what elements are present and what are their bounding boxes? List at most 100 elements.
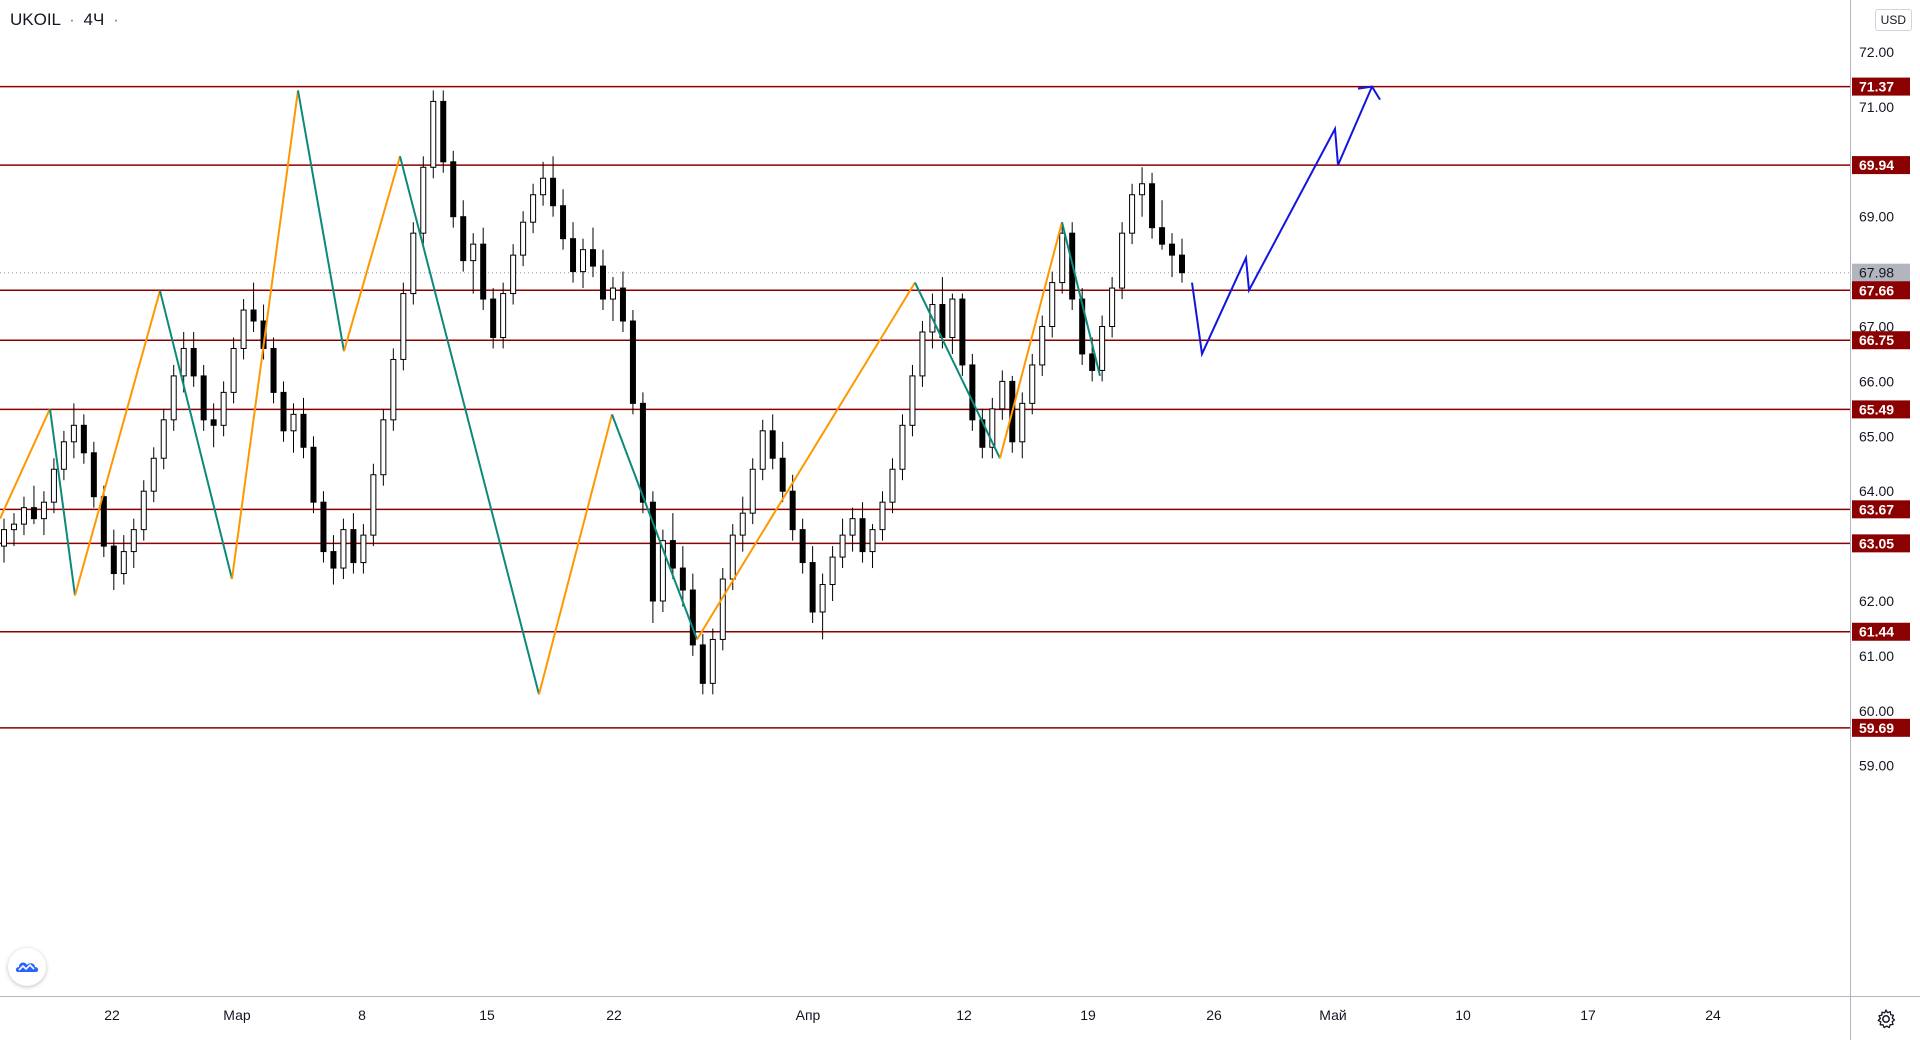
level-tag [1852,718,1910,737]
current-price-label: 67.98 [1859,265,1894,281]
symbol-legend[interactable]: UKOIL · 4Ч · [10,10,123,30]
candle-body [440,100,447,163]
forecast-arrowhead [1357,85,1381,101]
level-tag [1852,156,1910,175]
time-axis[interactable]: 22 Мар 8 15 22 Апр 12 19 26 Май 10 17 24 [0,996,1850,1040]
candle-body [969,364,976,421]
candle-body [1,529,7,547]
candle-body [350,529,357,564]
candle-body [450,161,457,218]
price-tick-label: 65.00 [1859,428,1894,444]
candle-body [779,457,786,492]
price-tick-label: 62.00 [1859,593,1894,609]
candle-body [1149,183,1156,229]
level-label: 61.44 [1859,624,1894,640]
candle-body [759,430,766,470]
candle-body [240,309,247,349]
candle-body [829,556,836,586]
zigzag-down-leg [159,290,233,580]
candle-body [130,529,137,553]
candle-body [839,534,846,558]
price-tick-label: 69.00 [1859,209,1894,225]
time-tick-label: 12 [956,1007,972,1023]
time-tick-label: 19 [1080,1007,1096,1023]
current-price-tag [1852,263,1910,282]
price-chart[interactable] [0,0,1850,996]
zigzag-down-leg [611,413,698,640]
legend-separator: · [113,10,119,29]
price-axis-labels: 59.0060.0061.0062.0063.0064.0065.0066.00… [1852,44,1910,774]
candle-body [1169,243,1176,256]
candle-body [919,331,926,377]
time-tick-label: 8 [358,1007,366,1023]
price-tick-label: 60.00 [1859,703,1894,719]
candle-body [1019,402,1026,443]
candle-body [10,523,17,531]
candle-body [70,424,77,443]
candle-body [60,441,67,470]
tradingview-logo-button[interactable] [8,948,46,986]
candle-body [1139,183,1146,196]
candle-body [170,375,177,421]
candle-body [769,430,776,459]
candle-body [809,562,816,613]
symbol-name: UKOIL [10,10,61,29]
chart-plot-area[interactable]: UKOIL · 4Ч · [0,0,1850,996]
candle-body [639,402,646,503]
time-tick-label: Мар [223,1007,251,1023]
candle-body [550,177,557,207]
candle-body [340,529,347,569]
time-tick-label: Май [1319,1007,1346,1023]
candle-body [570,238,577,273]
candle-body [280,391,287,432]
candle-body [380,419,387,476]
settings-button[interactable] [1850,996,1920,1040]
candle-body [719,578,726,640]
time-tick-label: 22 [606,1007,622,1023]
tradingview-cloud-icon [15,962,39,972]
candle-body [1099,326,1106,371]
candle-body [160,419,167,459]
candle-body [290,413,297,432]
candle-body [370,474,377,536]
level-label: 59.69 [1859,720,1894,736]
candle-body [629,320,636,404]
gear-icon [1877,1008,1895,1028]
zigzag-up-leg [0,408,51,520]
currency-button[interactable]: USD [1874,9,1912,31]
candle-body [530,194,537,223]
zigzag-down-leg [1061,221,1101,377]
candle-body [40,501,47,520]
zigzag-down-leg [49,408,76,596]
zigzag-up-leg [999,221,1063,459]
candle-body [210,419,217,426]
candle-body [270,347,277,393]
candle-body [709,638,716,684]
level-tag [1852,400,1910,419]
candle-body [1089,353,1096,371]
candle-body [789,490,796,531]
candle-body [1039,326,1046,366]
zigzag-up-leg [343,156,401,352]
candle-body [819,584,826,613]
candle-body [480,243,487,300]
candle-body [729,534,736,580]
level-label: 63.05 [1859,535,1894,551]
interval-label: 4Ч [83,10,105,29]
level-tag [1852,500,1910,519]
candle-body [1179,254,1185,274]
candle-body [869,529,876,553]
price-axis[interactable]: USD 59.0060.0061.0062.0063.0064.0065.006… [1850,0,1920,996]
time-tick-label: Апр [796,1007,821,1023]
candle-body [849,518,856,536]
level-label: 63.67 [1859,501,1894,517]
candle-body [999,380,1006,410]
candle-body [580,249,587,273]
candle-body [939,304,946,338]
candle-body [590,249,596,267]
level-tag [1852,534,1910,553]
candle-body [1159,227,1166,245]
candle-body [560,205,567,240]
price-tick-label: 64.00 [1859,483,1894,499]
candle-body [959,298,966,366]
